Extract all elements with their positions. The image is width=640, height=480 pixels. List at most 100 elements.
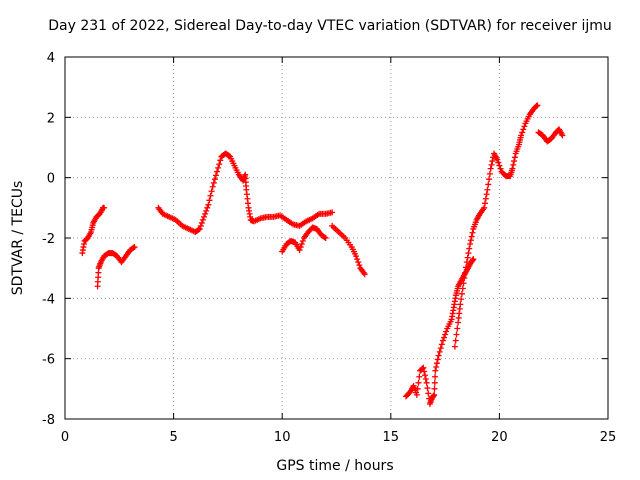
data-point [439,337,446,344]
data-point [511,158,518,165]
data-point [509,165,516,172]
data-point [196,225,203,232]
data-point [534,102,541,109]
data-point [297,244,304,251]
data-point [460,280,467,287]
data-point [452,337,459,344]
plot-frame [64,56,609,420]
data-point [463,259,470,266]
data-point [470,256,477,263]
data-point [355,259,362,266]
data-point [533,103,540,110]
y-tick-label: 2 [47,111,55,126]
x-tick-label: 20 [491,430,508,445]
data-point [437,345,444,352]
data-point [354,256,361,263]
data-point [208,188,215,195]
data-point [486,176,493,183]
data-point [212,172,219,179]
data-point [433,360,440,367]
data-point [457,301,464,308]
data-point [416,373,423,380]
data-point [466,245,473,252]
data-point [202,210,209,217]
data-point [559,132,566,139]
data-point [441,334,448,341]
data-point [454,325,461,332]
data-point [431,391,438,398]
data-point [496,162,503,169]
data-point [209,183,216,190]
data-point [467,241,474,248]
data-point [353,253,360,260]
x-tick-label: 15 [383,430,400,445]
data-point [321,234,328,241]
data-point [519,129,526,136]
data-point [520,126,527,133]
data-point [462,269,469,276]
data-point [131,244,138,251]
data-point [465,250,472,257]
data-point [435,352,442,359]
ticks-layer: 0 5 10 15 20 25 -8 -6 -4 -2 0 2 4 [42,51,616,445]
data-point [482,200,489,207]
data-point [322,235,329,241]
data-point [296,247,303,254]
data-point [495,159,502,166]
data-point [216,161,223,168]
data-point [130,244,137,251]
data-point [467,237,474,244]
data-point [463,264,470,271]
grid-layer [65,57,608,419]
data-point [225,152,232,159]
marks-layer [79,102,566,407]
data-point [432,373,439,380]
x-tick-label: 5 [169,430,177,445]
data-point [199,216,206,223]
series-segment-6 [403,256,477,407]
data-point [436,348,443,355]
data-point [422,372,429,379]
data-point [487,165,494,172]
data-point [431,379,438,386]
data-point [438,341,445,348]
data-point [415,379,422,386]
data-point [434,356,441,363]
data-point [423,379,430,386]
data-point [298,241,305,248]
data-point [214,168,221,175]
data-point [201,213,208,220]
data-point [210,179,217,186]
data-point [217,157,224,164]
data-point [420,364,427,371]
data-point [451,343,458,350]
data-point [461,274,468,281]
data-point [481,204,488,211]
data-point [206,197,213,204]
data-point [432,367,439,374]
data-point [459,285,466,292]
y-tick-label: -4 [42,292,55,307]
data-point [458,290,465,297]
data-point [453,331,460,338]
data-point [425,390,432,397]
y-tick-label: 4 [47,51,55,66]
data-point [431,385,438,392]
data-point [204,204,211,211]
y-tick-label: -8 [42,413,55,428]
data-point [101,204,108,211]
data-point [510,161,517,168]
data-point [299,238,306,245]
data-point [329,209,336,216]
data-point [468,233,475,240]
data-point [494,156,501,163]
data-point [488,161,495,168]
data-point [419,365,426,372]
data-point [458,296,465,303]
data-point [356,262,363,269]
data-point [484,186,491,193]
data-point [486,170,493,177]
x-tick-label: 10 [274,430,291,445]
series-segment-1 [79,204,108,257]
